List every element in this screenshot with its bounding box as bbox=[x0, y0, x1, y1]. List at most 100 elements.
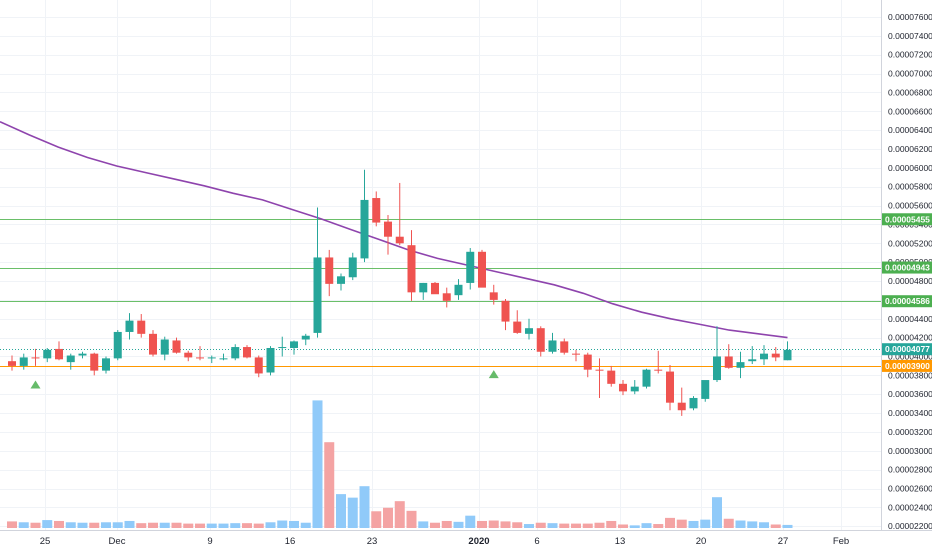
candle-body[interactable] bbox=[454, 284, 463, 296]
candle-body[interactable] bbox=[290, 341, 298, 348]
candle-body[interactable] bbox=[771, 353, 780, 358]
candle-body[interactable] bbox=[196, 357, 204, 359]
candle-body[interactable] bbox=[125, 320, 134, 332]
candle-body[interactable] bbox=[313, 257, 322, 333]
time-axis-label: 9 bbox=[207, 536, 212, 547]
candle-body[interactable] bbox=[348, 257, 357, 278]
candle-body[interactable] bbox=[642, 369, 651, 387]
candle-body[interactable] bbox=[701, 380, 710, 399]
candle-body[interactable] bbox=[748, 359, 757, 362]
candle-body[interactable] bbox=[266, 347, 275, 373]
candle-body[interactable] bbox=[31, 357, 40, 359]
candle-body[interactable] bbox=[184, 352, 193, 358]
candle-body[interactable] bbox=[384, 221, 392, 237]
candle-body[interactable] bbox=[431, 282, 439, 295]
volume-bar bbox=[230, 523, 241, 528]
candle-body[interactable] bbox=[501, 300, 510, 322]
candle-body[interactable] bbox=[360, 199, 369, 259]
candle-body[interactable] bbox=[466, 251, 475, 283]
candle-body[interactable] bbox=[736, 362, 745, 368]
buy-signal-marker bbox=[30, 380, 41, 389]
candle-body[interactable] bbox=[560, 341, 569, 353]
candle-body[interactable] bbox=[395, 236, 404, 244]
candle-body[interactable] bbox=[713, 356, 721, 381]
candle-body[interactable] bbox=[666, 371, 674, 403]
candle-body[interactable] bbox=[442, 293, 451, 301]
volume-bar bbox=[618, 524, 628, 528]
price-tag-box bbox=[882, 261, 932, 274]
signal-markers bbox=[30, 370, 499, 389]
candle-body[interactable] bbox=[619, 383, 627, 392]
price-tag-box bbox=[882, 295, 932, 308]
price-axis-label: 0.00006800 bbox=[888, 87, 932, 97]
candle-body[interactable] bbox=[783, 349, 792, 361]
candle-body[interactable] bbox=[607, 370, 616, 384]
candle-body[interactable] bbox=[149, 333, 157, 355]
candle-body[interactable] bbox=[525, 328, 533, 334]
candle-body[interactable] bbox=[43, 349, 52, 359]
candle-body[interactable] bbox=[630, 386, 639, 392]
candle-body[interactable] bbox=[595, 369, 604, 371]
candle-body[interactable] bbox=[219, 358, 228, 360]
candle-body[interactable] bbox=[407, 245, 416, 293]
candle-body[interactable] bbox=[254, 357, 263, 374]
candles[interactable] bbox=[8, 169, 792, 416]
candle-body[interactable] bbox=[583, 354, 592, 370]
candle-body[interactable] bbox=[172, 340, 181, 353]
volume-bar bbox=[712, 497, 722, 528]
volume-bar bbox=[747, 521, 758, 528]
candle-body[interactable] bbox=[677, 402, 686, 411]
candle-body[interactable] bbox=[231, 347, 240, 359]
volume-bar bbox=[430, 522, 440, 528]
candle-body[interactable] bbox=[137, 320, 146, 334]
candle-body[interactable] bbox=[548, 340, 557, 352]
candle-body[interactable] bbox=[301, 335, 310, 340]
candle-body[interactable] bbox=[19, 357, 28, 366]
volume-bar bbox=[723, 518, 734, 528]
candle-body[interactable] bbox=[160, 339, 169, 355]
candle-body[interactable] bbox=[243, 347, 251, 358]
candle-body[interactable] bbox=[654, 369, 663, 371]
volume-bar bbox=[159, 522, 170, 528]
candle-body[interactable] bbox=[207, 357, 216, 359]
volume-bar bbox=[676, 519, 687, 528]
price-axis-label: 0.00003000 bbox=[888, 446, 932, 456]
candle-body[interactable] bbox=[78, 353, 87, 356]
candle-body[interactable] bbox=[337, 276, 345, 284]
moving-average-path bbox=[0, 120, 788, 339]
volume-bar bbox=[324, 442, 335, 528]
price-axis[interactable]: 0.00007600 0.00007400 0.00007200 0.00007000… bbox=[888, 12, 932, 531]
horizontal-levels[interactable] bbox=[0, 219, 881, 367]
candle-body[interactable] bbox=[536, 328, 545, 352]
candle-body[interactable] bbox=[90, 353, 99, 371]
candle-body[interactable] bbox=[278, 347, 287, 349]
candle-body[interactable] bbox=[66, 355, 75, 363]
candle-body[interactable] bbox=[113, 331, 122, 359]
price-axis-label: 0.00003400 bbox=[888, 408, 932, 418]
candle-body[interactable] bbox=[419, 282, 428, 293]
candle-body[interactable] bbox=[760, 353, 768, 360]
candle-body[interactable] bbox=[55, 348, 63, 360]
volume-bar bbox=[171, 522, 182, 528]
volume-bar bbox=[101, 522, 111, 528]
candle-body[interactable] bbox=[513, 321, 522, 333]
price-axis-label: 0.00006600 bbox=[888, 106, 932, 116]
candle-body[interactable] bbox=[372, 198, 381, 223]
volume-bar bbox=[253, 523, 264, 528]
candle-body[interactable] bbox=[689, 397, 698, 409]
candle-body[interactable] bbox=[102, 358, 110, 371]
candle-body[interactable] bbox=[724, 356, 733, 368]
time-axis[interactable]: 25 Dec 9 16 23 2020 6 13 20 27 Feb bbox=[40, 536, 849, 547]
candle-body[interactable] bbox=[572, 353, 580, 355]
volume-bar bbox=[524, 524, 534, 528]
volume-bar bbox=[441, 520, 452, 528]
candle-body[interactable] bbox=[489, 292, 498, 300]
candle-body[interactable] bbox=[8, 361, 16, 366]
volume-bar bbox=[7, 521, 17, 528]
volume-bar bbox=[336, 494, 346, 528]
candle-body[interactable] bbox=[478, 251, 486, 288]
volume-bar bbox=[359, 486, 370, 528]
volume-bar bbox=[218, 523, 229, 528]
candle-body[interactable] bbox=[325, 257, 334, 284]
